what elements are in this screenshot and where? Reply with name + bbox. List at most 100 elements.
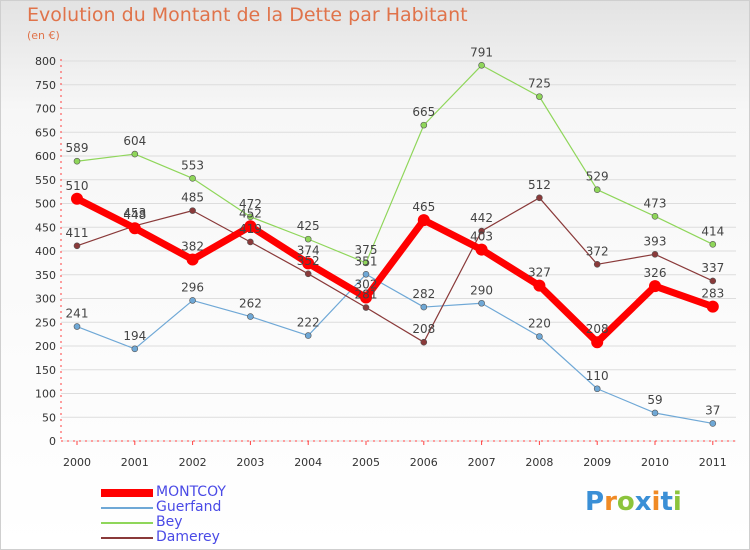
legend-swatch <box>101 489 153 497</box>
y-tick-label: 350 <box>35 269 56 282</box>
x-tick-label: 2004 <box>294 456 322 469</box>
y-tick-label: 400 <box>35 245 56 258</box>
data-point-montcoy <box>128 222 141 235</box>
y-tick-label: 300 <box>35 293 56 306</box>
data-label-bey: 553 <box>181 158 204 172</box>
y-tick-label: 700 <box>35 103 56 116</box>
data-label-guerfand: 296 <box>181 280 204 294</box>
data-label-damerey: 281 <box>355 288 378 302</box>
data-label-montcoy: 403 <box>470 230 493 244</box>
data-point-bey <box>420 121 428 129</box>
data-label-bey: 529 <box>586 170 609 184</box>
data-label-guerfand: 241 <box>66 307 89 321</box>
data-label-montcoy: 302 <box>355 278 378 292</box>
data-point-montcoy <box>302 257 315 270</box>
data-label-bey: 472 <box>239 197 262 211</box>
chart-subtitle: (en €) <box>27 29 60 42</box>
data-label-guerfand: 222 <box>297 316 320 330</box>
data-label-damerey: 453 <box>123 206 146 220</box>
data-point-damerey <box>709 277 717 285</box>
y-tick-label: 200 <box>35 340 56 353</box>
data-point-damerey <box>420 338 428 346</box>
data-label-bey: 589 <box>66 141 89 155</box>
legend-swatch <box>101 522 153 524</box>
data-label-damerey: 208 <box>412 322 435 336</box>
data-label-montcoy: 327 <box>528 266 551 280</box>
data-point-montcoy <box>71 192 83 205</box>
data-point-montcoy <box>360 291 372 304</box>
data-label-damerey: 372 <box>586 244 609 258</box>
x-tick-label: 2005 <box>352 456 380 469</box>
data-label-damerey: 337 <box>701 261 724 275</box>
data-point-bey <box>73 157 81 165</box>
logo-letter: i <box>672 487 682 517</box>
logo-letter: r <box>604 487 617 517</box>
data-label-damerey: 352 <box>297 254 320 268</box>
x-tick-label: 2011 <box>699 456 727 469</box>
data-point-damerey <box>593 260 601 268</box>
data-point-bey <box>536 93 543 100</box>
data-label-montcoy: 283 <box>701 287 724 301</box>
data-label-bey: 791 <box>470 45 493 59</box>
x-tick-label: 2001 <box>121 456 149 469</box>
data-point-guerfand <box>709 420 717 427</box>
data-labels: 589 604 553 472 425 375 665 791 725 529 473 414 241 1… <box>66 45 725 417</box>
data-label-guerfand: 59 <box>647 393 662 407</box>
data-point-damerey <box>189 207 196 214</box>
data-point-bey <box>651 213 659 220</box>
legend-swatch <box>101 537 153 539</box>
y-tick-label: 550 <box>35 174 56 187</box>
data-point-damerey <box>536 194 543 202</box>
y-tick-label: 100 <box>35 388 56 401</box>
data-label-guerfand: 220 <box>528 317 551 331</box>
legend-label: Damerey <box>156 529 220 545</box>
data-label-guerfand: 282 <box>412 287 435 301</box>
x-tick-label: 2006 <box>410 456 438 469</box>
data-label-damerey: 485 <box>181 191 204 205</box>
x-tick-label: 2009 <box>583 456 611 469</box>
data-label-guerfand: 262 <box>239 297 262 311</box>
x-tick-label: 2007 <box>468 456 496 469</box>
data-label-montcoy: 326 <box>644 266 667 280</box>
x-tick-label: 2008 <box>525 456 553 469</box>
data-point-bey <box>189 175 196 182</box>
data-point-montcoy <box>533 279 546 292</box>
y-tick-label: 650 <box>35 126 56 139</box>
data-label-montcoy: 208 <box>586 322 609 336</box>
y-tick-label: 500 <box>35 198 56 211</box>
data-label-bey: 414 <box>701 224 724 238</box>
series-line-montcoy <box>73 195 717 346</box>
data-point-damerey <box>651 251 659 258</box>
series-line-guerfand <box>76 273 714 425</box>
data-label-damerey: 411 <box>66 226 89 240</box>
data-point-bey <box>478 61 485 69</box>
x-tick-label: 2000 <box>63 456 91 469</box>
chart-title: Evolution du Montant de la Dette par Hab… <box>27 4 468 26</box>
data-label-damerey: 419 <box>239 222 262 236</box>
data-label-damerey: 512 <box>528 178 551 192</box>
data-point-bey <box>709 241 717 248</box>
data-point-guerfand <box>73 323 81 330</box>
data-label-guerfand: 110 <box>586 369 609 383</box>
data-point-damerey <box>362 304 370 311</box>
y-tick-label: 50 <box>42 411 56 424</box>
data-label-guerfand: 194 <box>123 329 146 343</box>
data-point-bey <box>131 150 139 158</box>
proxiti-logo: Proxiti <box>585 487 682 517</box>
legend-label: Guerfand <box>156 499 222 515</box>
data-label-guerfand: 37 <box>705 403 720 417</box>
data-point-guerfand <box>362 270 370 278</box>
data-label-bey: 425 <box>297 219 320 233</box>
legend-label: Bey <box>156 514 183 530</box>
data-label-montcoy: 465 <box>412 200 435 214</box>
data-point-montcoy <box>649 280 661 293</box>
data-point-bey <box>247 213 254 221</box>
data-label-montcoy: 374 <box>297 243 320 257</box>
data-point-guerfand <box>189 297 196 304</box>
data-label-guerfand: 351 <box>355 254 378 268</box>
data-point-guerfand <box>420 303 428 311</box>
data-label-montcoy: 382 <box>181 240 204 254</box>
series-group <box>71 61 719 427</box>
logo-letter: x <box>634 487 652 517</box>
